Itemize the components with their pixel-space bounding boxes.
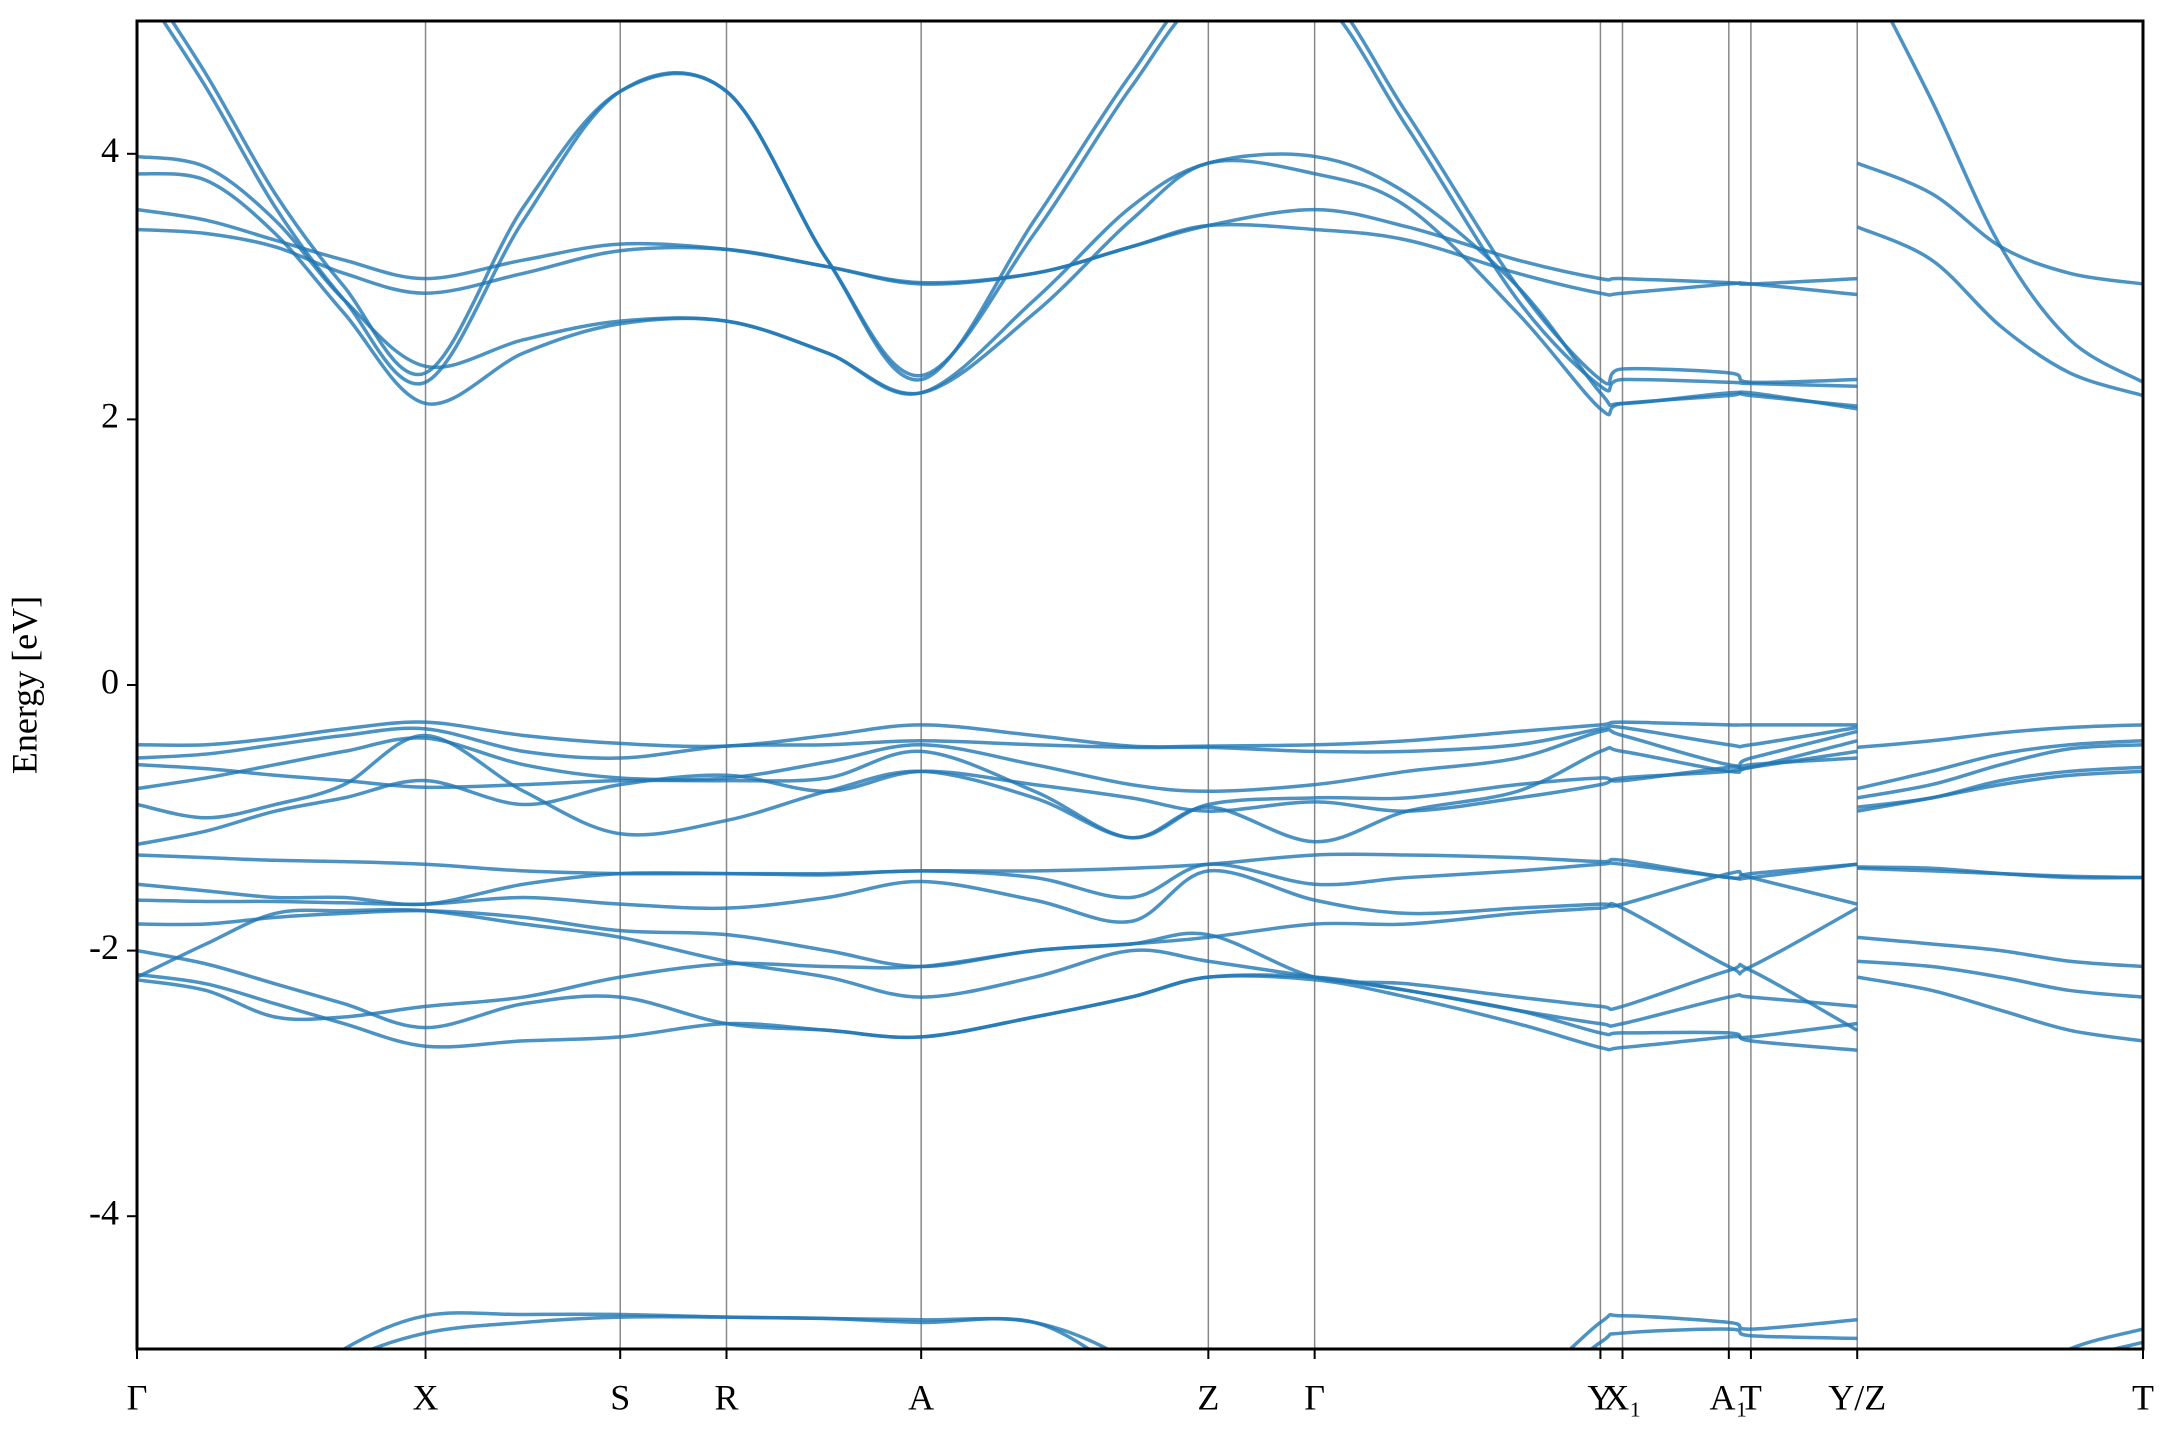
y-tick-label: 4 [101, 130, 119, 170]
y-tick-label: 0 [101, 661, 119, 701]
band-line [137, 868, 2143, 969]
x-tick-label: X [413, 1377, 439, 1417]
band-line [137, 972, 1858, 1052]
x-tick-label: Z [1197, 1377, 1219, 1417]
y-axis-label: Energy [eV] [4, 596, 44, 774]
band-line [137, 158, 1858, 417]
x-tick-label: A₁ [1710, 1377, 1749, 1417]
x-tick-label: X₁ [1603, 1377, 1642, 1417]
x-tick-label: Γ [1304, 1377, 1325, 1417]
band-line [137, 727, 2143, 800]
band-line [137, 733, 2143, 844]
y-tick-label: -2 [89, 927, 119, 967]
y-tick-label: -4 [89, 1192, 119, 1232]
y-tick-label: 2 [101, 396, 119, 436]
x-tick-label: T [1740, 1377, 1762, 1417]
bands [137, 21, 2143, 1349]
x-tick-label: Y/Z [1828, 1377, 1886, 1417]
band-line [137, 948, 1858, 1052]
x-tick-label: Y [1587, 1377, 1613, 1417]
x-tick-label: S [610, 1377, 630, 1417]
x-tick-label: Γ [127, 1377, 148, 1417]
band-line [137, 907, 2143, 1043]
band-line [137, 222, 1858, 297]
band-line [137, 207, 1858, 286]
band-line [137, 152, 2143, 408]
band-line [137, 720, 2143, 750]
band-line [170, 21, 2143, 386]
band-line [137, 931, 1859, 1032]
band-line [137, 724, 2143, 791]
band-line [161, 21, 2143, 393]
x-tick-label: T [2132, 1377, 2154, 1417]
x-tick-label: A [908, 1377, 934, 1417]
plot-frame [135, 19, 2145, 1351]
x-tick-label: R [715, 1377, 739, 1417]
band-line [137, 756, 1858, 847]
band-line [367, 1314, 2143, 1349]
